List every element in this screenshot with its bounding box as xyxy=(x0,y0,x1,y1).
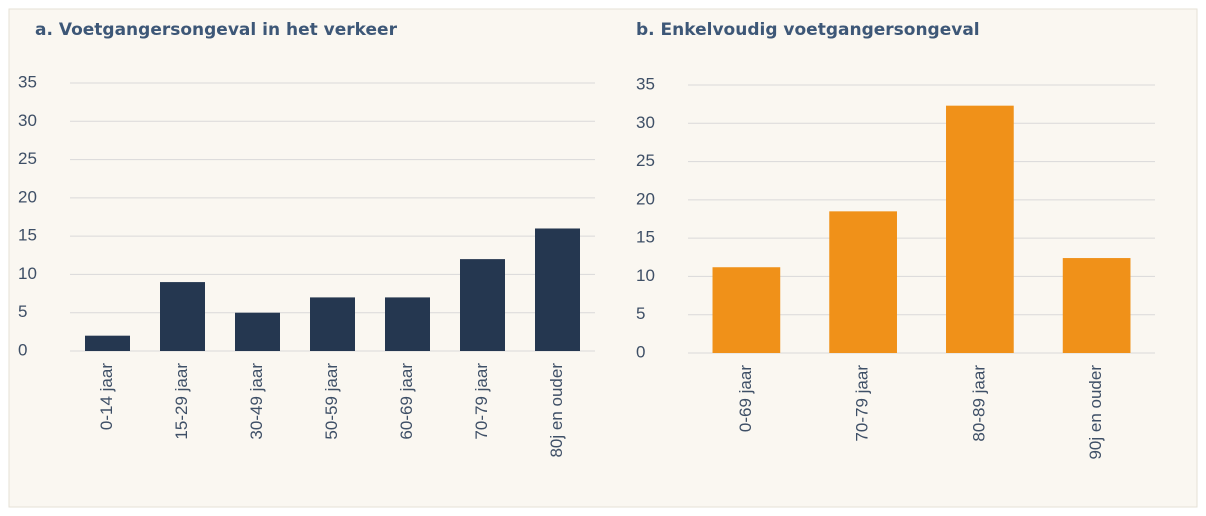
y-tick-label: 30 xyxy=(18,111,37,130)
y-tick-label: 5 xyxy=(18,302,27,321)
chart-title: a. Voetgangersongeval in het verkeer xyxy=(35,20,398,40)
chart-title: b. Enkelvoudig voetgangersongeval xyxy=(636,20,980,40)
y-tick-label: 15 xyxy=(636,228,655,247)
x-tick-label: 15-29 jaar xyxy=(172,363,191,440)
x-tick-label: 70-79 jaar xyxy=(853,365,872,442)
bar xyxy=(946,105,1014,353)
x-tick-label: 0-69 jaar xyxy=(736,365,755,432)
y-tick-label: 20 xyxy=(636,189,655,208)
x-tick-label: 0-14 jaar xyxy=(97,363,116,430)
x-tick-label: 30-49 jaar xyxy=(247,363,266,440)
x-tick-label: 60-69 jaar xyxy=(397,363,416,440)
y-tick-label: 25 xyxy=(636,151,655,170)
x-tick-label: 90j en ouder xyxy=(1086,365,1105,460)
bar xyxy=(829,211,897,353)
bar xyxy=(535,228,580,351)
y-tick-label: 0 xyxy=(18,340,27,359)
x-tick-label: 70-79 jaar xyxy=(472,363,491,440)
y-tick-label: 15 xyxy=(18,226,37,245)
y-tick-label: 0 xyxy=(636,342,645,361)
bar xyxy=(460,259,505,351)
y-tick-label: 35 xyxy=(18,72,37,91)
y-tick-label: 5 xyxy=(636,304,645,323)
bar xyxy=(85,335,130,351)
bar xyxy=(385,297,430,351)
bar xyxy=(712,267,781,353)
x-tick-label: 80-89 jaar xyxy=(969,365,988,442)
y-tick-label: 30 xyxy=(636,113,655,132)
y-tick-label: 35 xyxy=(636,74,655,93)
bar xyxy=(235,312,280,351)
x-tick-label: 80j en ouder xyxy=(547,363,566,458)
y-tick-label: 20 xyxy=(18,187,37,206)
y-tick-label: 10 xyxy=(18,264,37,283)
y-tick-label: 25 xyxy=(18,149,37,168)
bar xyxy=(1062,258,1131,353)
bar xyxy=(160,282,205,351)
y-tick-label: 10 xyxy=(636,266,655,285)
x-tick-label: 50-59 jaar xyxy=(322,363,341,440)
bar xyxy=(310,297,355,351)
